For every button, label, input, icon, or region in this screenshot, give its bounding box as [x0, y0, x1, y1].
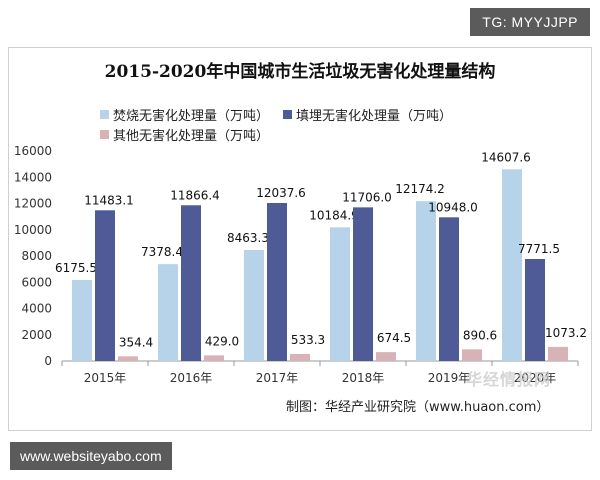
legend-item-other: 其他无害化处理量（万吨） — [100, 125, 269, 144]
watermark-logo: 华经情报网 — [466, 370, 552, 389]
bar — [204, 355, 224, 361]
bar — [416, 201, 436, 361]
bar — [72, 279, 92, 361]
bar-data-label: 429.0 — [205, 334, 239, 348]
bar — [118, 356, 138, 361]
bar — [244, 249, 264, 361]
legend-label-incineration: 焚烧无害化处理量（万吨） — [113, 108, 270, 124]
legend-item-incineration: 焚烧无害化处理量（万吨） — [100, 105, 269, 124]
bar — [353, 207, 373, 361]
bar-data-label: 10184.9 — [309, 208, 359, 222]
y-tick-label: 16000 — [14, 144, 52, 158]
website-badge: www.websiteyabo.com — [10, 442, 172, 470]
bar — [439, 217, 459, 361]
legend-swatch-incineration — [100, 109, 109, 119]
bar-data-label: 890.6 — [463, 328, 497, 342]
bar-data-label: 8463.3 — [227, 231, 269, 245]
bar — [376, 352, 396, 361]
bar — [502, 169, 522, 361]
bar — [548, 346, 568, 361]
bar — [181, 205, 201, 361]
bar — [158, 264, 178, 361]
y-tick-label: 14000 — [14, 170, 52, 184]
x-tick-label: 2017年 — [256, 371, 299, 385]
bar-data-label: 354.4 — [119, 335, 153, 349]
x-tick-label: 2018年 — [342, 371, 385, 385]
bar — [267, 203, 287, 361]
bar — [330, 227, 350, 361]
y-tick-label: 2000 — [21, 328, 52, 342]
y-tick-label: 6000 — [21, 275, 52, 289]
bar-data-label: 12174.2 — [395, 182, 445, 196]
tg-badge: TG: MYYJJPP — [470, 8, 590, 36]
bar-data-label: 14607.6 — [481, 150, 531, 164]
bar-data-label: 6175.5 — [55, 261, 97, 275]
bar — [462, 349, 482, 361]
chart-legend: 焚烧无害化处理量（万吨） 填埋无害化处理量（万吨） 其他无害化处理量（万吨） — [100, 104, 466, 144]
bar-data-label: 7771.5 — [518, 242, 560, 256]
bar-data-label: 7378.4 — [141, 245, 183, 259]
bar-data-label: 10948.0 — [428, 200, 478, 214]
bar-data-label: 674.5 — [377, 331, 411, 345]
legend-swatch-landfill — [283, 109, 293, 119]
y-tick-label: 10000 — [14, 223, 52, 237]
y-tick-label: 4000 — [21, 302, 52, 316]
bar-data-label: 1073.2 — [545, 326, 587, 340]
bar-data-label: 11706.0 — [342, 190, 392, 204]
bar — [95, 210, 115, 361]
chart-title: 2015-2020年中国城市生活垃圾无害化处理量结构 — [104, 62, 496, 82]
bar — [525, 258, 545, 361]
legend-label-landfill: 填埋无害化处理量（万吨） — [296, 108, 453, 124]
x-tick-label: 2015年 — [84, 371, 127, 385]
bar-data-label: 11866.4 — [170, 188, 220, 202]
y-tick-label: 0 — [44, 354, 52, 368]
x-tick-label: 2016年 — [170, 371, 213, 385]
bar — [290, 354, 310, 361]
bar-data-label: 533.3 — [291, 333, 325, 347]
bar-data-label: 12037.6 — [256, 186, 306, 200]
source-note: 制图：华经产业研究院（www.huaon.com） — [286, 400, 550, 415]
y-tick-label: 12000 — [14, 197, 52, 211]
legend-label-other: 其他无害化处理量（万吨） — [113, 128, 270, 144]
legend-swatch-other — [100, 129, 109, 139]
y-tick-label: 8000 — [21, 249, 52, 263]
legend-item-landfill: 填埋无害化处理量（万吨） — [283, 105, 452, 124]
x-tick-label: 2020年 — [514, 371, 557, 385]
x-tick-label: 2019年 — [428, 371, 471, 385]
bar-data-label: 11483.1 — [84, 193, 134, 207]
